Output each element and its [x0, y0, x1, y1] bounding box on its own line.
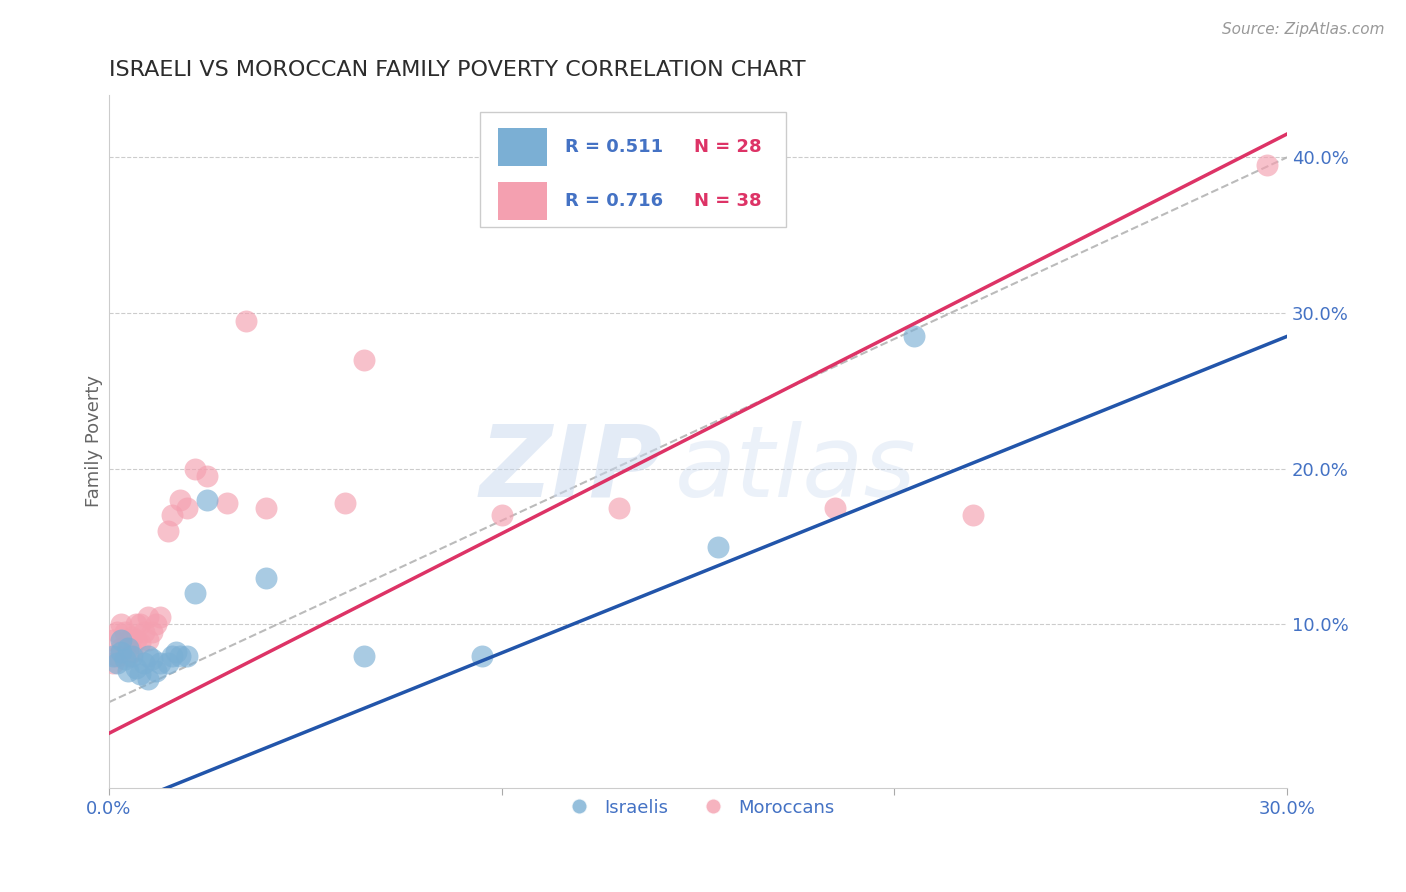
- Point: [176, 500, 198, 515]
- Point: [114, 640, 136, 655]
- Bar: [498, 182, 547, 220]
- Point: [129, 636, 152, 650]
- Point: [125, 617, 148, 632]
- Point: [125, 632, 148, 647]
- Point: [149, 657, 172, 671]
- Point: [101, 632, 124, 647]
- Point: [1256, 158, 1278, 172]
- Point: [184, 586, 207, 600]
- Point: [353, 352, 375, 367]
- Point: [609, 500, 631, 515]
- Point: [141, 625, 163, 640]
- Point: [353, 648, 375, 663]
- Point: [195, 492, 218, 507]
- Point: [824, 500, 846, 515]
- Point: [333, 496, 356, 510]
- Point: [149, 609, 172, 624]
- Point: [169, 648, 191, 663]
- Point: [101, 648, 124, 663]
- Point: [165, 645, 187, 659]
- Point: [110, 632, 132, 647]
- Point: [117, 648, 139, 663]
- Point: [114, 651, 136, 665]
- Y-axis label: Family Poverty: Family Poverty: [86, 376, 103, 508]
- Point: [125, 661, 148, 675]
- Bar: [498, 128, 547, 166]
- Point: [145, 617, 167, 632]
- Text: ISRAELI VS MOROCCAN FAMILY POVERTY CORRELATION CHART: ISRAELI VS MOROCCAN FAMILY POVERTY CORRE…: [108, 60, 806, 79]
- Point: [101, 657, 124, 671]
- Point: [254, 571, 277, 585]
- Point: [136, 609, 159, 624]
- Point: [491, 508, 513, 523]
- Text: R = 0.716: R = 0.716: [565, 192, 664, 210]
- Point: [121, 648, 143, 663]
- Point: [136, 672, 159, 686]
- Point: [156, 657, 179, 671]
- Text: N = 38: N = 38: [695, 192, 762, 210]
- Point: [117, 640, 139, 655]
- Point: [114, 625, 136, 640]
- Text: Source: ZipAtlas.com: Source: ZipAtlas.com: [1222, 22, 1385, 37]
- Point: [471, 648, 494, 663]
- Point: [903, 329, 925, 343]
- Point: [176, 648, 198, 663]
- Point: [129, 667, 152, 681]
- Point: [110, 645, 132, 659]
- Point: [254, 500, 277, 515]
- Point: [121, 630, 143, 644]
- Point: [160, 648, 183, 663]
- Point: [105, 657, 128, 671]
- Point: [215, 496, 238, 510]
- Point: [129, 617, 152, 632]
- Point: [117, 664, 139, 678]
- Point: [706, 540, 728, 554]
- Point: [184, 461, 207, 475]
- FancyBboxPatch shape: [479, 112, 786, 227]
- Point: [105, 648, 128, 663]
- Point: [141, 651, 163, 665]
- Text: ZIP: ZIP: [479, 421, 662, 517]
- Text: N = 28: N = 28: [695, 137, 762, 156]
- Point: [169, 492, 191, 507]
- Point: [121, 645, 143, 659]
- Point: [160, 508, 183, 523]
- Point: [110, 617, 132, 632]
- Point: [962, 508, 984, 523]
- Point: [136, 648, 159, 663]
- Legend: Israelis, Moroccans: Israelis, Moroccans: [554, 791, 842, 824]
- Point: [156, 524, 179, 538]
- Point: [134, 625, 156, 640]
- Text: atlas: atlas: [675, 421, 917, 517]
- Point: [235, 314, 257, 328]
- Point: [134, 657, 156, 671]
- Point: [145, 664, 167, 678]
- Text: R = 0.511: R = 0.511: [565, 137, 664, 156]
- Point: [117, 632, 139, 647]
- Point: [110, 640, 132, 655]
- Point: [195, 469, 218, 483]
- Point: [136, 632, 159, 647]
- Point: [105, 625, 128, 640]
